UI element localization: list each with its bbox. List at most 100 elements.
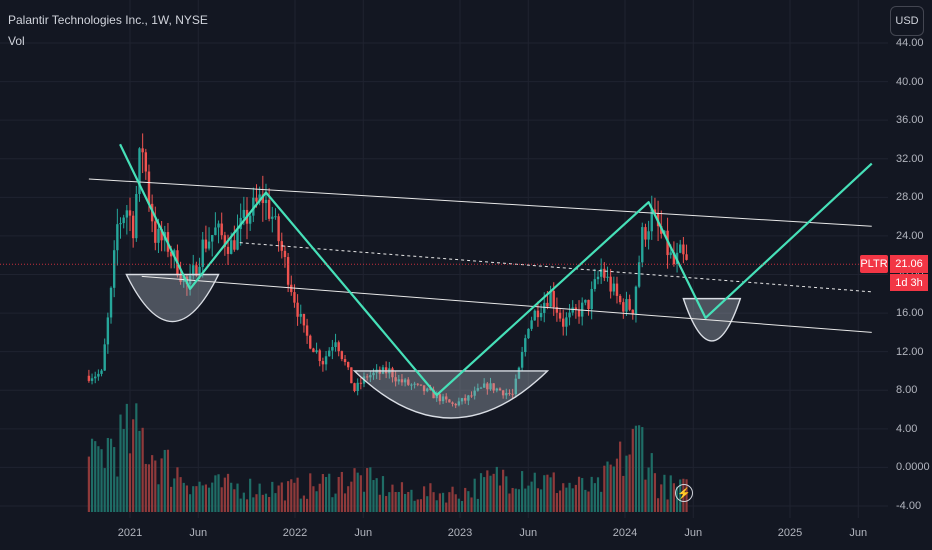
volume-bar [328, 473, 331, 512]
volume-bar [324, 476, 328, 512]
volume-bar [188, 494, 192, 512]
volume-bar [634, 425, 638, 512]
volume-bar [239, 498, 242, 512]
volume-bar [410, 489, 413, 512]
candle-body [223, 235, 227, 247]
volume-bar [394, 492, 397, 512]
volume-bar [631, 428, 634, 512]
candle-body [220, 223, 223, 236]
volume-bar [413, 500, 416, 512]
volume-bar [647, 467, 650, 512]
candle-body [618, 295, 622, 303]
price-tick-label: 0.0000 [896, 461, 930, 474]
candle-body [267, 199, 271, 219]
candle-body [131, 215, 135, 239]
candle-body [543, 302, 546, 313]
channel-lower-line [141, 275, 872, 333]
candle-body [173, 250, 176, 257]
candle-body [448, 399, 451, 403]
volume-bar [448, 492, 451, 512]
volume-bar [445, 502, 448, 512]
candle-body [309, 335, 312, 349]
candle-body [606, 276, 609, 278]
candle-body [615, 283, 619, 296]
volume-bar [103, 468, 106, 512]
volume-bar [555, 493, 558, 512]
chart-title: Palantir Technologies Inc., 1W, NYSE [8, 13, 208, 27]
candle-body [432, 389, 435, 399]
volume-bar [135, 403, 138, 512]
lightning-icon[interactable]: ⚡ [675, 484, 693, 502]
price-tick-label: 16.00 [896, 307, 924, 320]
time-tick-label: Jun [189, 527, 208, 539]
volume-bar [343, 493, 347, 512]
candle-body [315, 350, 318, 353]
volume-bar [195, 486, 198, 512]
volume-bar [454, 494, 457, 512]
candle-body [622, 302, 625, 312]
volume-bar [457, 498, 460, 512]
volume-bar [530, 481, 533, 512]
volume-bar [252, 497, 255, 512]
volume-bar [536, 488, 540, 512]
candle-body [549, 291, 552, 307]
volume-bar [271, 481, 274, 512]
volume-bar [669, 475, 672, 512]
volume-bar [422, 486, 426, 512]
volume-bar [400, 482, 404, 512]
volume-bar [378, 494, 381, 512]
candle-body [482, 383, 486, 388]
volume-bar [539, 489, 543, 512]
volume-bar [476, 498, 479, 512]
candle-body [587, 299, 590, 310]
volume-bar [568, 482, 571, 512]
volume-bar [584, 489, 587, 512]
candle-body [577, 309, 581, 317]
candle-body [147, 171, 151, 204]
volume-bar [672, 483, 676, 512]
candle-body [264, 199, 268, 204]
volume-bar [245, 499, 249, 512]
volume-bar [391, 484, 394, 512]
volume-bar [154, 460, 157, 512]
volume-bar [176, 467, 179, 512]
candle-body [603, 268, 606, 278]
candle-body [539, 312, 543, 318]
candle-body [192, 265, 195, 276]
candle-body [612, 283, 616, 292]
candle-body [631, 309, 634, 315]
candle-body [473, 390, 476, 396]
volume-bar [277, 485, 280, 512]
volume-bar [359, 475, 362, 512]
candle-body [530, 320, 533, 329]
volume-bar [94, 441, 97, 512]
volume-bar [163, 449, 166, 512]
candle-body [672, 252, 676, 265]
volume-bar [407, 491, 410, 512]
candle-body [198, 266, 201, 276]
volume-bar [381, 476, 385, 512]
candle-body [679, 244, 682, 253]
volume-bar [533, 472, 536, 512]
volume-bar [182, 482, 185, 512]
price-tick-label: 36.00 [896, 114, 924, 127]
volume-bar [122, 429, 125, 512]
volume-bar [603, 465, 606, 512]
volume-bar [375, 478, 378, 512]
volume-bar [290, 479, 293, 512]
volume-bar [109, 438, 113, 512]
candle-body [365, 376, 369, 378]
candle-body [492, 383, 495, 391]
candle-body [407, 379, 410, 385]
currency-button[interactable]: USD [890, 6, 924, 36]
volume-bar [467, 491, 470, 512]
candle-body [460, 398, 464, 402]
time-tick-label: 2024 [612, 527, 638, 539]
candle-body [514, 378, 517, 395]
candle-body [242, 209, 246, 218]
candle-body [419, 384, 423, 386]
time-tick-label: Jun [354, 527, 373, 539]
volume-bar [479, 473, 483, 512]
volume-bar [116, 476, 119, 512]
